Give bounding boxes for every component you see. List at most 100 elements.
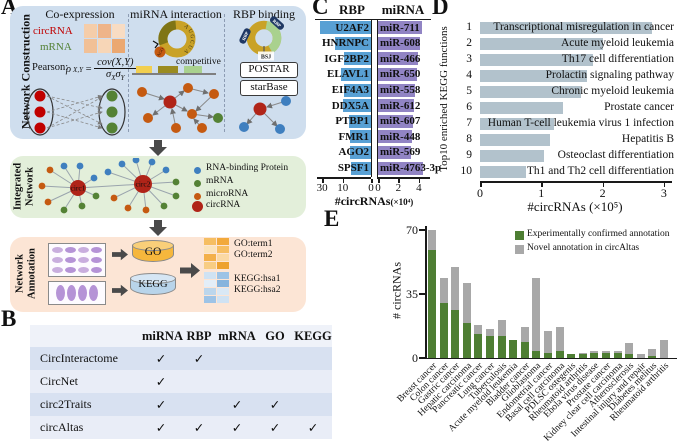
kegg-heatmap-cell (217, 288, 229, 295)
kegg-bar (480, 118, 554, 130)
legend-label-2: mRNA (206, 176, 234, 186)
kegg-terms-heatmap (204, 272, 231, 303)
rbp-bar-label: HNRNPC (321, 37, 369, 50)
kegg-term-label: KEGG:hsa2 (234, 285, 281, 295)
mirna-bar (378, 83, 416, 97)
check-icon: ✓ (193, 420, 205, 435)
rank-label: 10 (460, 165, 473, 177)
cell-ellipse (52, 247, 63, 253)
rank-label: 4 (466, 69, 472, 81)
rbp-pill-2: RBP (241, 31, 250, 42)
novel-annotation-bar-segment (544, 330, 552, 353)
x-tick-label: 0 (368, 182, 374, 194)
rbp-mirna-barchart: RBP miRNA U2AF2 miR-711 HNRNPC miR-608 IGF2BP2… (313, 0, 441, 212)
mrna-site-green (184, 66, 202, 73)
x-tick (663, 182, 666, 187)
novel-annotation-bar-segment (555, 326, 564, 351)
novel-annotation-bar-segment (497, 319, 506, 337)
table-column-header: GO (265, 328, 285, 343)
database-name: circ2Traits (40, 397, 92, 411)
confirmed-annotation-bar-segment (578, 354, 587, 358)
starbase-db-box: starBase (240, 80, 298, 96)
cell-ellipse (52, 267, 63, 273)
formula-equals: = (84, 64, 93, 76)
novel-annotation-bar-segment (648, 348, 657, 357)
tissue-cells-box-2 (48, 281, 106, 305)
circrna-label: circRNA (33, 25, 73, 37)
panel-label-e: E (324, 206, 340, 231)
novel-annotation-bar-segment (613, 350, 622, 353)
kegg-bar (480, 38, 603, 50)
mirna-bar-label: miR-466 (380, 52, 421, 65)
check-icon: ✓ (269, 420, 281, 435)
rank-label: 9 (466, 149, 472, 161)
table-header-row: miRNA RBP mRNA GO KEGG (30, 325, 332, 347)
coexpression-heatmap (84, 24, 125, 53)
y-tick-label: 35 (406, 287, 418, 301)
kegg-bar (480, 166, 526, 178)
confirmed-annotation-bar-segment (648, 356, 657, 358)
cell-ellipse (67, 285, 76, 301)
table-row: CircNet ✓ (30, 370, 332, 393)
confirmed-annotation-bar-segment (544, 352, 552, 358)
go-heatmap-cell (217, 262, 229, 269)
kegg-bar (480, 102, 563, 114)
kegg-bar-label: Acute myeloid leukemia (560, 37, 674, 49)
x-tick (398, 178, 400, 183)
pearson-label: Pearson: (32, 62, 69, 73)
panel-label-d: D (432, 0, 449, 19)
bsj-label: BSJ (261, 55, 271, 61)
rank-label: 3 (466, 53, 472, 65)
kegg-term-label: KEGG:hsa1 (234, 274, 281, 284)
mrna-strand-line (132, 73, 216, 75)
novel-annotation-bar-segment (636, 354, 645, 358)
table-column-header: miRNA (142, 328, 183, 343)
cell-ellipse (89, 285, 98, 301)
check-icon: ✓ (269, 397, 281, 412)
kegg-heatmap-cell (204, 288, 216, 295)
kegg-bar-label: Prostate cancer (604, 101, 674, 113)
confirmed-annotation-bar-segment (439, 303, 448, 358)
novel-annotation-bar-segment (590, 350, 599, 353)
novel-annotation-bar-segment (520, 326, 529, 342)
mirna-bar-label: miR-558 (380, 83, 421, 96)
mirna-bar (378, 130, 413, 144)
database-name: CircNet (40, 374, 78, 388)
mirna-bar-label: miR-607 (380, 115, 421, 128)
formula-denominator: σXσY (106, 69, 125, 83)
annotation-arrow-icon (112, 284, 128, 297)
heatmap-cell (98, 24, 111, 38)
formula-rho-sub: X,Y (73, 65, 83, 74)
mirna-bar (378, 161, 424, 175)
go-heatmap-cell (204, 246, 216, 253)
go-terms-heatmap (204, 238, 231, 269)
hub-circ2-label: circ2 (136, 180, 151, 189)
x-tick-label: 2 (395, 182, 402, 194)
mirna-bar-label: miR-650 (380, 68, 421, 81)
database-comparison-table: miRNA RBP mRNA GO KEGG CircInteractome ✓ ✓ CircN… (30, 325, 332, 439)
heatmap-cell (112, 39, 125, 53)
ago-label: AGO (156, 47, 165, 58)
column-divider (128, 14, 129, 132)
cell-ellipse (78, 267, 89, 273)
table-row: circAltas ✓ ✓ ✓ ✓ ✓ (30, 416, 332, 439)
rank-label: 2 (466, 37, 472, 49)
x-axis-line (377, 177, 430, 179)
cell-ellipse (78, 257, 89, 263)
mirna-bar-label: miR-612 (380, 99, 421, 112)
confirmed-annotation-bar-segment (625, 354, 634, 358)
kegg-bar-label: Osteoclast differentiation (557, 149, 674, 161)
cell-ellipse (91, 257, 102, 263)
confirmed-annotation-bar-segment (532, 350, 541, 358)
confirmed-annotation-bar-segment (486, 336, 494, 358)
go-heatmap-cell (217, 238, 229, 245)
y-tick (419, 293, 425, 295)
go-term-label: GO:term2 (234, 250, 273, 260)
kegg-heatmap-cell (204, 296, 216, 303)
kegg-bar-label: Prolactin signaling pathway (545, 69, 674, 81)
cell-ellipse (65, 257, 76, 263)
x-tick-label: 10 (337, 182, 349, 194)
mirna-bar (378, 68, 417, 81)
confirmed-annotation-bar-segment (613, 352, 622, 358)
x-axis-title-text: #circRNAs (334, 194, 391, 208)
